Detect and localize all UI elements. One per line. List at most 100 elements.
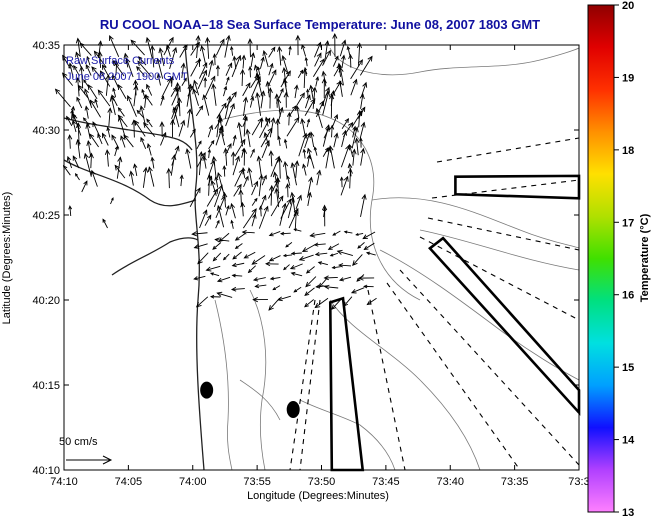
current-vector-head	[283, 91, 289, 98]
current-vector	[191, 231, 208, 237]
current-vector-shaft	[310, 132, 315, 148]
current-vector	[302, 148, 307, 159]
current-vector-head	[306, 147, 312, 154]
current-vector-shaft	[126, 58, 134, 78]
current-vector	[212, 242, 222, 250]
current-vector	[232, 251, 242, 260]
current-vector-head	[291, 105, 297, 111]
current-vector	[261, 174, 267, 186]
x-axis: 74:10 74:05 74:00 73:55 73:50 73:45 73:40 73:35…	[50, 45, 590, 488]
current-vector-shaft	[207, 125, 213, 138]
current-vector	[73, 64, 80, 77]
current-vector-shaft	[284, 139, 288, 149]
current-vector-shaft	[100, 70, 111, 87]
current-vector-head	[268, 257, 274, 262]
current-vector	[84, 105, 90, 119]
current-vector	[175, 82, 181, 107]
current-vector-head	[202, 69, 207, 76]
current-vector	[242, 114, 248, 137]
current-vector-head	[282, 160, 289, 167]
current-vector-head	[102, 218, 107, 223]
current-vector-head	[239, 68, 246, 75]
current-vector-head	[210, 75, 216, 82]
current-vector	[83, 79, 89, 87]
x-tick-label: 74:05	[115, 476, 143, 488]
current-vector	[106, 126, 111, 138]
current-vector	[267, 87, 273, 109]
current-vector-head	[219, 38, 225, 45]
current-vector-shaft	[178, 98, 181, 117]
current-vector	[240, 201, 246, 217]
current-vector-head	[111, 134, 117, 141]
current-vector	[142, 166, 149, 188]
current-vector	[214, 175, 219, 188]
current-vector	[272, 285, 281, 291]
annotation-line-1: Raw Surface Currents	[66, 55, 175, 67]
current-vector	[338, 263, 352, 268]
current-vector-head	[365, 251, 371, 256]
current-vector-shaft	[248, 265, 256, 273]
current-vector-shaft	[199, 210, 208, 229]
current-vector	[68, 62, 74, 78]
current-vector-head	[269, 276, 275, 281]
current-vector	[302, 68, 308, 89]
current-vector	[209, 272, 220, 277]
current-vector-shaft	[195, 105, 203, 117]
current-vector-head	[111, 197, 114, 201]
current-vector	[268, 46, 276, 58]
current-vector-head	[316, 169, 322, 176]
current-vector-head	[241, 54, 247, 60]
current-vector-head	[79, 65, 85, 72]
scale-label: 50 cm/s	[59, 436, 98, 448]
bathymetry-contour	[329, 299, 481, 471]
current-vector-shaft	[73, 65, 80, 77]
current-vector	[199, 209, 208, 229]
current-vector	[232, 155, 240, 176]
current-vector	[101, 64, 110, 78]
current-vector-shaft	[186, 149, 192, 169]
current-vector-head	[260, 90, 266, 97]
current-vector-head	[350, 288, 357, 294]
current-vector	[89, 133, 99, 148]
current-vector-head	[139, 105, 145, 112]
current-vector-shaft	[352, 126, 356, 138]
current-vector-shaft	[250, 53, 254, 68]
current-vector-head	[136, 109, 141, 115]
current-vector-shaft	[246, 129, 251, 148]
current-vector-shaft	[251, 118, 263, 136]
current-vector-shaft	[161, 78, 172, 98]
current-vector	[189, 187, 201, 208]
current-vector	[92, 121, 100, 136]
current-vector-head	[231, 262, 237, 268]
current-vector-shaft	[258, 206, 269, 229]
current-vector-shaft	[294, 228, 302, 232]
current-vector-head	[308, 176, 314, 183]
current-vector-shaft	[177, 83, 179, 107]
current-vector-head	[254, 197, 258, 202]
current-vector-shaft	[91, 170, 98, 187]
current-vector-head	[290, 271, 296, 276]
current-vector-shaft	[344, 231, 353, 234]
current-vector-shaft	[269, 255, 281, 262]
current-vector-shaft	[322, 147, 329, 157]
current-vector-shaft	[315, 77, 319, 87]
current-vector	[75, 51, 82, 67]
current-vector-shaft	[314, 297, 329, 308]
current-vector	[137, 56, 147, 66]
current-vector-head	[242, 96, 249, 103]
current-vector-head	[187, 83, 193, 90]
current-vector-head	[343, 175, 349, 182]
current-vector-head	[146, 83, 151, 89]
current-vector	[359, 93, 365, 109]
coastline-harbor	[63, 117, 193, 151]
current-vector-head	[277, 46, 283, 52]
transect-line	[399, 269, 580, 466]
transect-line	[299, 299, 321, 471]
current-vector	[323, 275, 338, 281]
current-vector	[341, 129, 348, 148]
current-vector-head	[315, 107, 321, 114]
current-vector-head	[54, 88, 61, 95]
current-vector-shaft	[87, 140, 92, 157]
current-vector-head	[321, 70, 327, 77]
current-vector-shaft	[143, 122, 156, 137]
